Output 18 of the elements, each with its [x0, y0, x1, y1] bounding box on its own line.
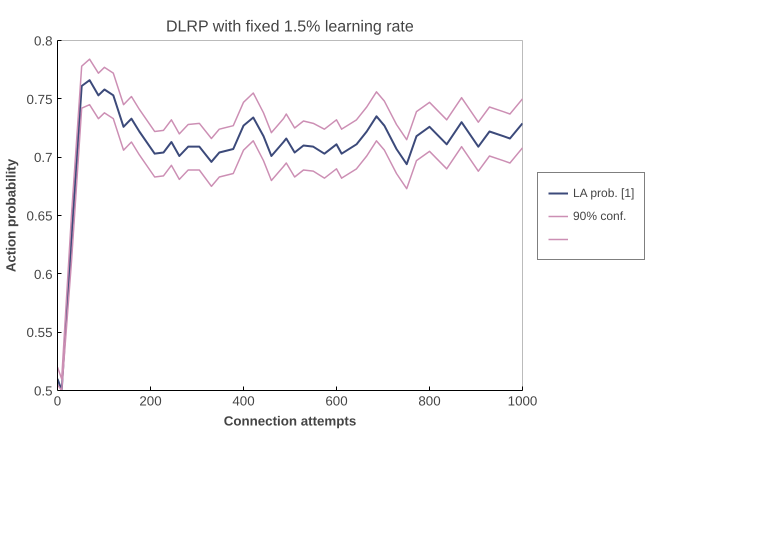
- x-axis-title: Connection attempts: [224, 414, 356, 428]
- y-tick-label: 0.8: [34, 34, 53, 48]
- x-tick-label: 800: [418, 394, 441, 408]
- y-tick-label: 0.55: [26, 325, 53, 340]
- y-tick-label: 0.5: [34, 384, 53, 398]
- y-tick-label: 0.7: [34, 150, 53, 166]
- legend-label: 90% conf.: [573, 209, 626, 223]
- y-axis-title: Action probability: [4, 158, 19, 272]
- x-tick-label: 0: [54, 394, 62, 408]
- x-tick-label: 400: [232, 394, 255, 408]
- y-tick-label: 0.75: [26, 92, 53, 107]
- legend-label: LA prob. [1]: [573, 186, 634, 200]
- x-tick-label: 1000: [508, 394, 538, 408]
- y-tick-label: 0.65: [26, 208, 53, 224]
- y-tick-label: 0.6: [34, 266, 53, 282]
- chart-title: DLRP with fixed 1.5% learning rate: [166, 18, 414, 36]
- x-tick-label: 200: [139, 394, 162, 408]
- x-tick-label: 600: [325, 394, 348, 408]
